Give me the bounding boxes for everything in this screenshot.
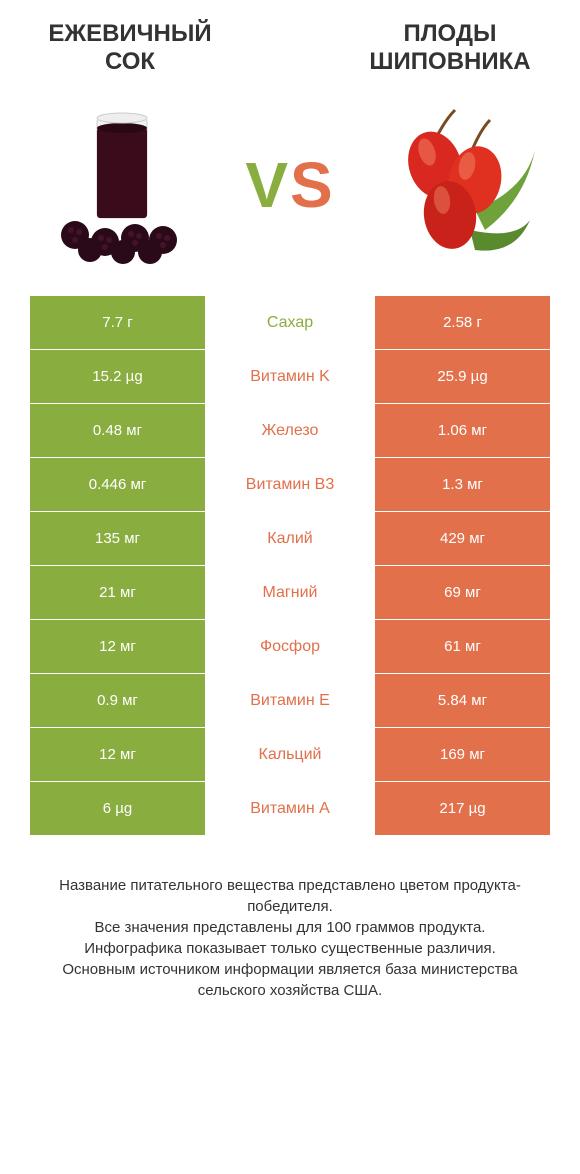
table-row: 0.9 мгВитамин E5.84 мг <box>30 673 550 727</box>
comparison-table: 7.7 гСахар2.58 г15.2 µgВитамин K25.9 µg0… <box>0 295 580 835</box>
vs-label: VS <box>245 148 334 222</box>
left-product-image <box>30 95 210 275</box>
right-product-image <box>370 95 550 275</box>
footer-line-4: Основным источником информации является … <box>30 959 550 1001</box>
right-value: 169 мг <box>375 728 550 781</box>
nutrient-label: Витамин E <box>205 674 375 727</box>
table-row: 12 мгФосфор61 мг <box>30 619 550 673</box>
table-row: 15.2 µgВитамин K25.9 µg <box>30 349 550 403</box>
left-value: 7.7 г <box>30 296 205 349</box>
header: ЕЖЕВИЧНЫЙ СОК ПЛОДЫ ШИПОВНИКА <box>0 0 580 85</box>
right-value: 2.58 г <box>375 296 550 349</box>
right-product-title: ПЛОДЫ ШИПОВНИКА <box>350 20 550 75</box>
nutrient-label: Калий <box>205 512 375 565</box>
right-value: 429 мг <box>375 512 550 565</box>
footer-line-1: Название питательного вещества представл… <box>30 875 550 917</box>
nutrient-label: Сахар <box>205 296 375 349</box>
footer: Название питательного вещества представл… <box>0 835 580 1021</box>
table-row: 12 мгКальций169 мг <box>30 727 550 781</box>
left-value: 0.48 мг <box>30 404 205 457</box>
right-value: 69 мг <box>375 566 550 619</box>
right-value: 217 µg <box>375 782 550 835</box>
vs-s: S <box>290 149 335 221</box>
nutrient-label: Фосфор <box>205 620 375 673</box>
nutrient-label: Витамин A <box>205 782 375 835</box>
footer-line-2: Все значения представлены для 100 граммо… <box>30 917 550 938</box>
blackberry-juice-icon <box>35 100 205 270</box>
right-value: 61 мг <box>375 620 550 673</box>
left-value: 12 мг <box>30 728 205 781</box>
nutrient-label: Железо <box>205 404 375 457</box>
left-value: 6 µg <box>30 782 205 835</box>
left-value: 15.2 µg <box>30 350 205 403</box>
left-value: 135 мг <box>30 512 205 565</box>
table-row: 7.7 гСахар2.58 г <box>30 295 550 349</box>
nutrient-label: Магний <box>205 566 375 619</box>
table-row: 135 мгКалий429 мг <box>30 511 550 565</box>
right-value: 1.3 мг <box>375 458 550 511</box>
images-row: VS <box>0 85 580 295</box>
vs-v: V <box>245 149 290 221</box>
right-value: 25.9 µg <box>375 350 550 403</box>
left-value: 0.9 мг <box>30 674 205 727</box>
table-row: 21 мгМагний69 мг <box>30 565 550 619</box>
table-row: 6 µgВитамин A217 µg <box>30 781 550 835</box>
right-value: 1.06 мг <box>375 404 550 457</box>
left-product-title: ЕЖЕВИЧНЫЙ СОК <box>30 20 230 75</box>
left-value: 21 мг <box>30 566 205 619</box>
rosehip-icon <box>375 100 545 270</box>
table-row: 0.446 мгВитамин B31.3 мг <box>30 457 550 511</box>
table-row: 0.48 мгЖелезо1.06 мг <box>30 403 550 457</box>
left-value: 0.446 мг <box>30 458 205 511</box>
nutrient-label: Витамин B3 <box>205 458 375 511</box>
footer-line-3: Инфографика показывает только существенн… <box>30 938 550 959</box>
right-value: 5.84 мг <box>375 674 550 727</box>
left-value: 12 мг <box>30 620 205 673</box>
nutrient-label: Кальций <box>205 728 375 781</box>
nutrient-label: Витамин K <box>205 350 375 403</box>
